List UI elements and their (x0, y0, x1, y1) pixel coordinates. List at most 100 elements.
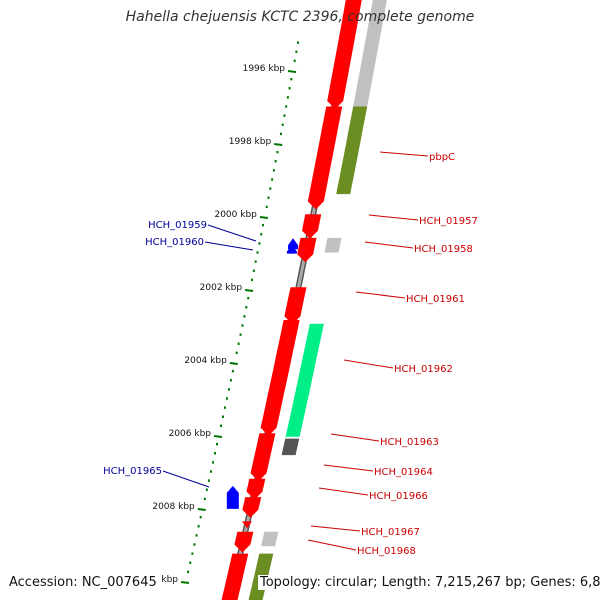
scale-tick-minor (258, 242, 261, 245)
leader-line (307, 539, 357, 551)
cds-feature (261, 531, 279, 547)
scale-tick-minor (237, 342, 240, 345)
forward-gene (246, 478, 266, 500)
cds-feature (353, 0, 387, 107)
forward-gene (221, 553, 249, 600)
scale-label: 2002 kbp (200, 283, 243, 293)
scale-tick-minor (279, 132, 282, 136)
forward-gene (297, 237, 317, 263)
gene-label-hch_01961: HCH_01961 (406, 294, 465, 305)
scale-tick-minor (235, 351, 238, 355)
forward-gene (260, 320, 300, 436)
scale-label: 2004 kbp (184, 356, 227, 366)
leader-line (343, 359, 394, 369)
scale-tick-minor (241, 324, 244, 327)
scale-tick-minor (231, 369, 234, 373)
scale-tick-minor (247, 296, 250, 300)
scale-tick-minor (250, 278, 253, 282)
scale-tick-minor (220, 424, 223, 428)
scale-label: 1998 kbp (229, 137, 272, 147)
cds-feature (324, 237, 342, 253)
scale-tick-minor (222, 415, 225, 418)
scale-tick-minor (295, 50, 298, 53)
scale-tick-major (287, 70, 297, 73)
gene-label-hch_01957: HCH_01957 (419, 216, 478, 227)
scale-tick-minor (290, 77, 293, 81)
scale-tick-minor (245, 306, 248, 309)
leader-line (355, 291, 406, 299)
scale-tick-minor (187, 570, 190, 574)
scale-tick-minor (260, 233, 263, 236)
scale-tick-minor (286, 96, 289, 99)
scale-tick-minor (227, 388, 230, 391)
gene-label-hch_01966: HCH_01966 (369, 491, 428, 502)
scale-tick-major (229, 362, 238, 365)
gene-label-pbpc: pbpC (429, 152, 455, 163)
leader-line (207, 224, 257, 242)
scale-tick-minor (207, 479, 210, 482)
scale-tick-minor (267, 196, 270, 199)
scale-tick-minor (274, 160, 277, 163)
scale-tick-minor (254, 260, 257, 263)
scale-tick-major (244, 289, 254, 292)
forward-gene (242, 497, 262, 518)
gene-label-hch_01959: HCH_01959 (148, 220, 207, 231)
scale-tick-minor (256, 251, 259, 254)
scale-tick-minor (203, 497, 206, 501)
leader-line (379, 151, 429, 157)
scale-tick-minor (191, 552, 194, 555)
scale-tick-minor (283, 114, 286, 117)
gene-labels: pbpC HCH_01957 HCH_01958 HCH_01961 HCH_01962… (103, 152, 478, 557)
forward-gene (250, 433, 276, 482)
scale-tick-major (213, 435, 223, 438)
scale-tick-minor (195, 534, 198, 537)
scale-tick-minor (189, 561, 192, 564)
map-title: Hahella chejuensis KCTC 2396, complete g… (125, 9, 475, 25)
gene-label-hch_01958: HCH_01958 (414, 244, 473, 255)
scale-label: 2008 kbp (152, 502, 195, 512)
scale-tick-minor (239, 333, 242, 336)
scale-tick-minor (209, 470, 212, 473)
leader-line (310, 525, 361, 532)
gene-label-hch_01963: HCH_01963 (380, 437, 439, 448)
genes (221, 0, 387, 600)
leader-line (323, 464, 374, 472)
scale-label: 1996 kbp (243, 64, 286, 74)
scale-tick-major (274, 143, 283, 146)
scale-tick-minor (229, 379, 232, 382)
scale-tick-minor (271, 178, 274, 181)
gene-label-hch_01965: HCH_01965 (103, 466, 162, 477)
leader-line (368, 214, 419, 221)
scale-label: 2006 kbp (169, 429, 212, 439)
gene-label-hch_01968: HCH_01968 (357, 546, 416, 557)
topology-text: Topology: circular; Length: 7,215,267 bp… (258, 575, 600, 590)
leader-line (204, 241, 254, 251)
scale-tick-minor (269, 187, 272, 190)
scale-tick-major (197, 508, 206, 511)
scale-tick-minor (223, 406, 226, 409)
scale-tick-minor (193, 543, 196, 546)
scale-tick-minor (265, 205, 268, 209)
gene-label-hch_01964: HCH_01964 (374, 467, 433, 478)
scale-tick-minor (243, 315, 246, 318)
label-leaders (162, 151, 429, 551)
leader-line (364, 241, 414, 249)
scale-tick-minor (199, 515, 202, 519)
cds-feature (336, 106, 368, 195)
leader-line (330, 433, 380, 442)
forward-gene (327, 0, 362, 109)
leader-line (318, 487, 369, 496)
scale-tick-major (180, 581, 190, 584)
cds-feature (285, 323, 324, 437)
forward-gene-marker (242, 521, 253, 529)
scale-tick-minor (288, 87, 291, 90)
scale-label: 2000 kbp (214, 210, 257, 220)
forward-gene (284, 287, 307, 325)
scale-tick-minor (225, 397, 228, 400)
scale-ticks: 1996 kbp 1998 kbp 2000 kbp 2002 kbp 2004 kbp… (136, 41, 300, 585)
scale-tick-minor (211, 461, 214, 464)
cds-feature (281, 438, 300, 456)
leader-line (162, 470, 210, 488)
accession-text: Accession: NC_007645 (7, 575, 159, 590)
